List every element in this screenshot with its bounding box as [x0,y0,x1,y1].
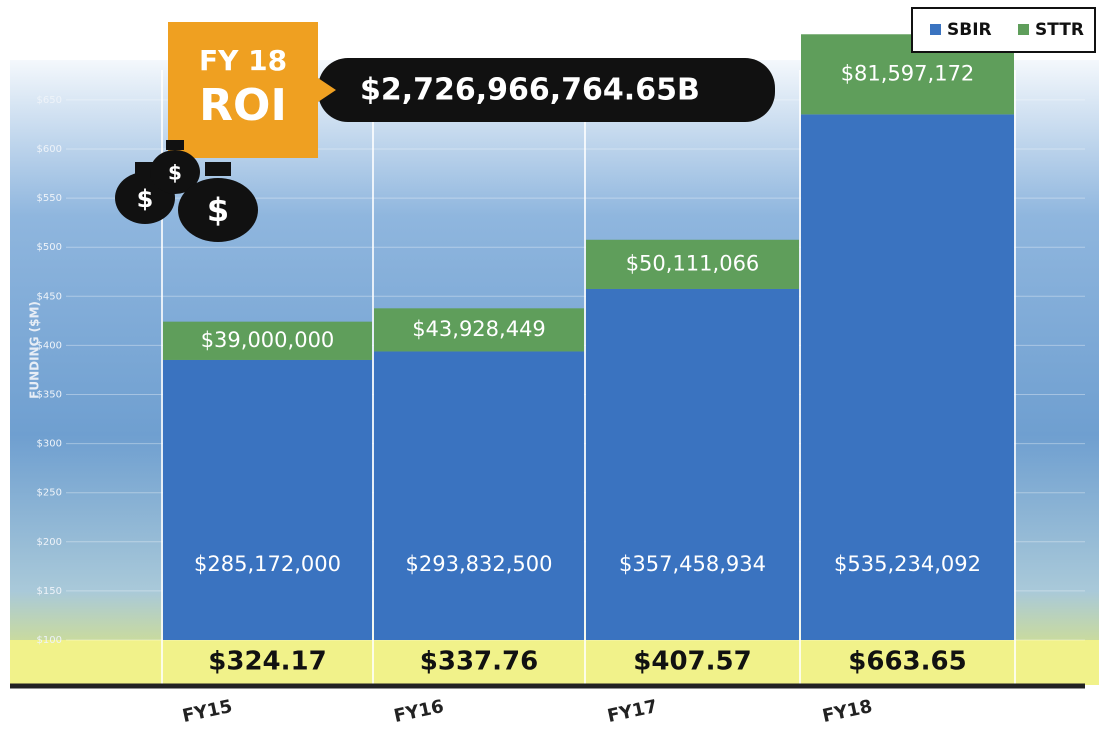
value-label: $81,597,172 [841,61,975,85]
y-tick-label: $650 [37,95,62,106]
bar-segment [586,289,799,640]
y-tick-label: $150 [37,586,62,597]
value-label: $357,458,934 [619,552,766,576]
svg-text:$: $ [137,185,154,213]
value-label: $39,000,000 [201,328,335,352]
y-tick-label: $200 [37,537,62,548]
y-tick-label: $100 [37,635,62,646]
legend-label: SBIR [947,20,992,40]
x-tick-label: FY15 [181,696,235,727]
y-tick-label: $250 [37,488,62,499]
value-label: $285,172,000 [194,552,341,576]
y-axis-label: FUNDING ($M) [28,301,42,399]
legend-swatch [930,24,941,35]
roi-amount: $2,726,966,764.65B [360,73,700,108]
value-label: $50,111,066 [626,251,760,275]
total-label: $337.76 [420,647,538,677]
total-label: $407.57 [633,647,751,677]
x-tick-label: FY18 [821,696,875,727]
bar-segment [163,360,372,640]
svg-text:$: $ [168,161,182,185]
x-tick-label: FY16 [392,696,446,727]
value-label: $43,928,449 [412,317,546,341]
bar-segment [374,351,584,640]
legend-label: STTR [1035,20,1084,40]
x-tick-label: FY17 [606,696,660,727]
chart: $100$150$200$250$300$350$400$450$500$550… [0,0,1099,731]
roi-year: FY 18 [199,44,287,77]
svg-text:$: $ [207,191,229,229]
y-tick-label: $500 [37,242,62,253]
y-tick-label: $300 [37,439,62,450]
y-tick-label: $550 [37,193,62,204]
legend-swatch [1018,24,1029,35]
total-label: $663.65 [848,647,966,677]
roi-title: ROI [199,80,287,131]
value-label: $535,234,092 [834,552,981,576]
y-tick-label: $600 [37,144,62,155]
total-label: $324.17 [208,647,326,677]
value-label: $293,832,500 [406,552,553,576]
y-tick-label: $450 [37,291,62,302]
